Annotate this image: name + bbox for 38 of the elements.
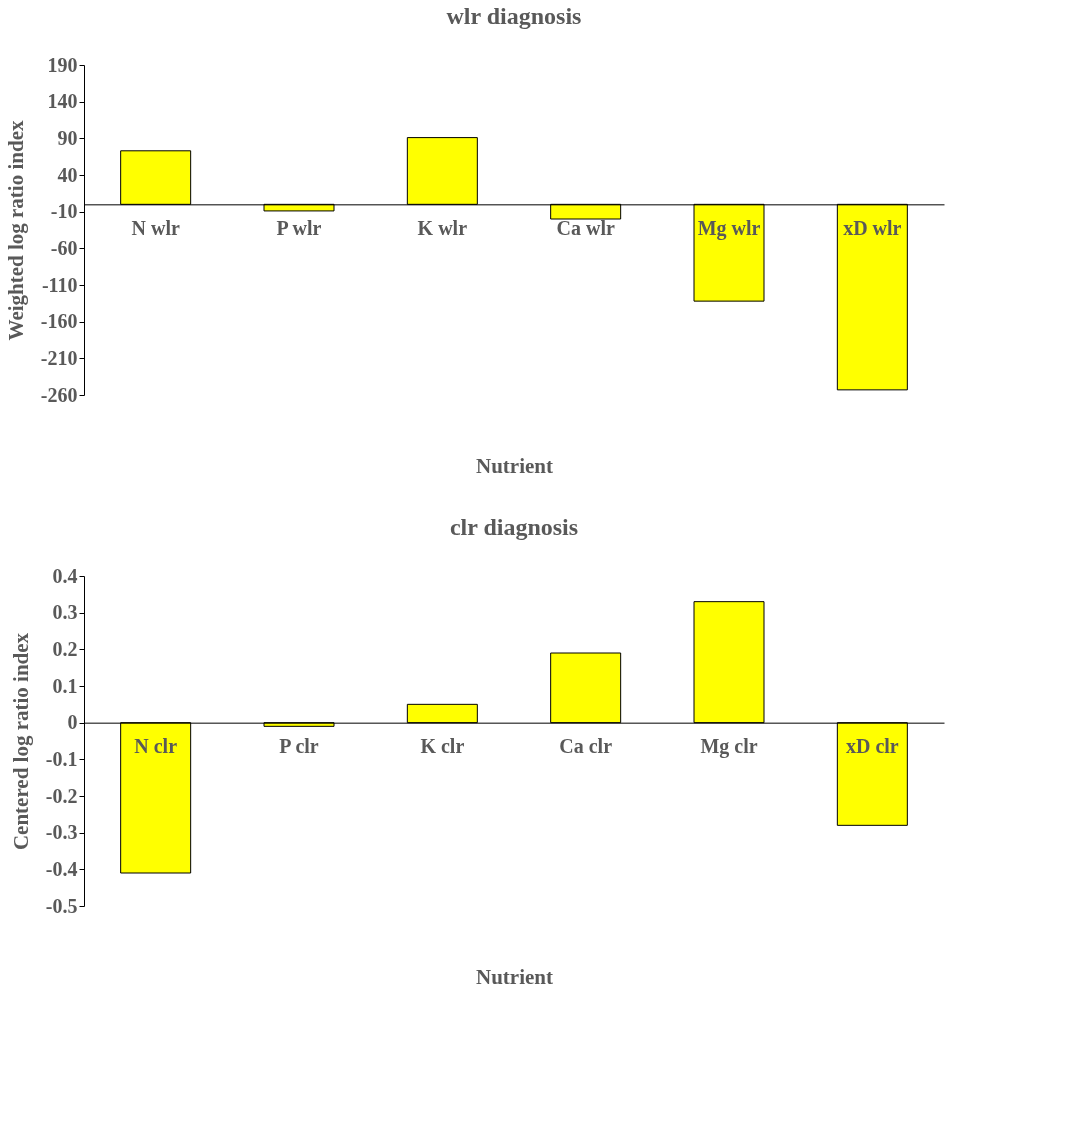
x-tick-label: P wlr (276, 216, 322, 239)
y-tick-label: -0.4 (45, 857, 78, 880)
y-tick-label: -210 (40, 346, 78, 369)
x-tick-label: N wlr (131, 216, 180, 239)
y-tick-label: -0.5 (45, 894, 78, 917)
y-tick-label: -260 (40, 383, 78, 406)
y-tick-label: -10 (50, 200, 78, 223)
y-tick-label: 0.1 (52, 674, 78, 697)
y-axis-title: Weighted log ratio index (3, 120, 28, 341)
y-tick-label: -0.2 (45, 784, 78, 807)
x-tick-label: Ca wlr (556, 216, 615, 239)
x-tick-label: xD clr (845, 735, 899, 758)
y-tick-label: 140 (47, 90, 78, 113)
y-tick-label: 0.4 (52, 564, 78, 587)
y-tick-label: 90 (57, 126, 78, 149)
y-tick-label: 40 (57, 163, 78, 186)
y-tick-label: 0.2 (52, 637, 78, 660)
y-tick-label: -110 (41, 273, 78, 296)
x-tick-label: K wlr (417, 216, 468, 239)
x-tick-label: Ca clr (559, 735, 613, 758)
x-tick-label: Mg wlr (697, 216, 761, 240)
y-tick-label: 0.3 (52, 601, 78, 624)
x-axis-title: Nutrient (476, 453, 553, 478)
x-tick-label: xD wlr (843, 216, 902, 239)
chart-title: clr diagnosis (449, 514, 579, 540)
y-tick-label: -0.1 (45, 747, 78, 770)
x-tick-label: N clr (134, 735, 178, 758)
y-tick-label: 0 (67, 711, 78, 734)
y-tick-label: -0.3 (45, 821, 78, 844)
y-tick-label: -160 (40, 310, 78, 333)
x-axis-title: Nutrient (476, 964, 553, 989)
x-tick-label: P clr (279, 735, 319, 758)
y-axis-title: Centered log ratio index (8, 632, 33, 851)
y-tick-label: 190 (47, 53, 78, 76)
y-tick-label: -60 (50, 236, 78, 259)
chart-title: wlr diagnosis (446, 3, 582, 29)
x-tick-label: Mg clr (700, 735, 758, 759)
x-tick-label: K clr (420, 735, 465, 758)
